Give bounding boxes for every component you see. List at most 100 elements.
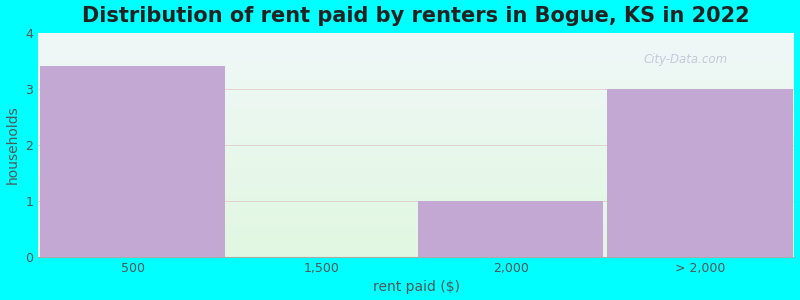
Bar [38,45,794,46]
Bar [38,73,794,74]
Bar [38,203,794,204]
Bar [38,66,794,68]
Bar [38,58,794,60]
Bar [38,112,794,113]
Bar [38,136,794,137]
Bar [38,158,794,159]
Bar [38,176,794,177]
Bar [38,104,794,106]
Bar [38,91,794,92]
Bar [38,214,794,215]
Bar [38,138,794,139]
Bar [38,254,794,255]
Bar [38,86,794,88]
Bar [38,209,794,210]
Bar [38,173,794,174]
Bar [38,52,794,53]
Bar [38,244,794,245]
Bar [38,210,794,211]
Bar [38,133,794,134]
Bar [38,101,794,102]
Bar [38,169,794,171]
Bar [38,71,794,72]
Bar [38,100,794,101]
Bar [38,122,794,124]
Bar [38,108,794,109]
Bar [38,83,794,84]
Bar [38,128,794,129]
Bar [38,79,794,80]
Bar [38,246,794,247]
Text: City-Data.com: City-Data.com [643,53,727,66]
Bar [38,44,794,45]
Bar [38,156,794,157]
Bar [38,178,794,180]
Bar [38,56,794,57]
Bar [38,208,794,209]
Bar [38,171,794,172]
Bar [38,231,794,232]
Bar [38,147,794,148]
Bar [38,189,794,190]
Bar [38,226,794,227]
Bar [38,220,794,221]
Bar [38,35,794,36]
Bar [38,99,794,100]
Bar [38,62,794,63]
Bar [38,163,794,164]
Bar [38,130,794,131]
Bar [38,88,794,89]
Bar [38,102,794,103]
Bar [38,212,794,213]
Bar [38,174,794,175]
Bar [38,177,794,178]
Bar [38,183,794,184]
Bar [38,196,794,198]
Bar [38,72,794,73]
Bar [38,111,794,112]
Bar [38,165,794,166]
Bar [38,160,794,162]
Bar [38,233,794,235]
Bar [38,166,794,167]
Bar [38,242,794,244]
Bar [38,164,794,165]
Bar [38,40,794,42]
Bar [38,224,794,226]
Bar [38,228,794,229]
Bar [38,239,794,240]
Bar [38,247,794,248]
Bar [38,193,794,194]
Bar [38,202,794,203]
Bar [38,167,794,168]
X-axis label: rent paid ($): rent paid ($) [373,280,460,294]
Bar [38,201,794,202]
Bar [38,118,794,119]
Bar [38,34,794,35]
Bar [38,211,794,212]
Bar [38,85,794,86]
Bar [38,217,794,218]
Bar [38,113,794,115]
Bar [38,94,794,95]
Bar [38,126,794,127]
Bar [38,124,794,125]
Bar [38,54,794,55]
Bar [38,198,794,199]
Bar [38,70,794,71]
Bar [38,37,794,38]
Bar [38,149,794,151]
Bar [38,39,794,41]
Bar [38,148,794,149]
Bar [38,191,794,192]
Bar [38,47,794,48]
Bar [38,222,794,224]
Bar [38,127,794,128]
Bar [38,95,794,97]
Bar [38,251,794,253]
Bar [38,121,794,122]
Bar [38,140,794,142]
Bar [38,129,794,130]
Bar [38,227,794,228]
Bar [38,192,794,193]
